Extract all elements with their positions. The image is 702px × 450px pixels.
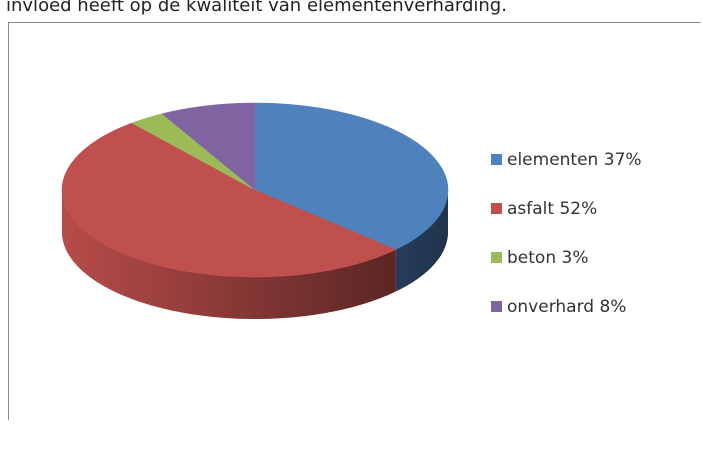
slice bbox=[161, 102, 256, 191]
legend-name: beton bbox=[507, 248, 556, 268]
slice bbox=[131, 113, 256, 191]
legend-value: 8% bbox=[599, 297, 626, 317]
legend-name: onverhard bbox=[507, 297, 594, 317]
legend-swatch bbox=[491, 203, 502, 214]
slice-side-shade bbox=[62, 190, 396, 319]
slice-side-shade bbox=[395, 190, 448, 292]
legend-label: beton 3% bbox=[507, 248, 588, 268]
legend-value: 52% bbox=[559, 199, 597, 219]
slice bbox=[254, 102, 449, 250]
legend-swatch bbox=[491, 252, 502, 263]
legend-label: asfalt 52% bbox=[507, 199, 597, 219]
legend-value: 3% bbox=[562, 248, 589, 268]
legend-swatch bbox=[491, 301, 502, 312]
chart-border bbox=[8, 22, 701, 420]
legend-name: asfalt bbox=[507, 199, 554, 219]
legend-label: onverhard 8% bbox=[507, 297, 626, 317]
caption: invloed heeft op de kwaliteit van elemen… bbox=[6, 0, 507, 16]
slice bbox=[61, 122, 397, 278]
legend-swatch bbox=[491, 154, 502, 165]
legend-label: elementen 37% bbox=[507, 150, 642, 170]
legend-value: 37% bbox=[604, 150, 642, 170]
legend-name: elementen bbox=[507, 150, 598, 170]
